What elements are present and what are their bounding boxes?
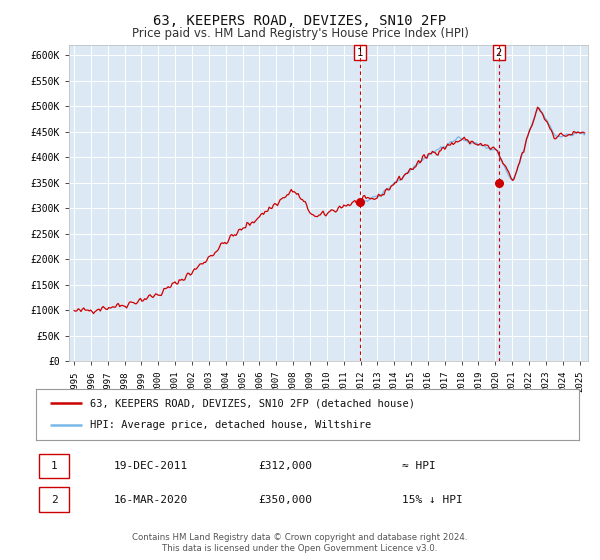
Text: 1: 1 xyxy=(357,48,363,58)
Text: 16-MAR-2020: 16-MAR-2020 xyxy=(114,494,188,505)
Text: 2: 2 xyxy=(50,494,58,505)
Text: 15% ↓ HPI: 15% ↓ HPI xyxy=(402,494,463,505)
Text: Price paid vs. HM Land Registry's House Price Index (HPI): Price paid vs. HM Land Registry's House … xyxy=(131,27,469,40)
Text: 63, KEEPERS ROAD, DEVIZES, SN10 2FP: 63, KEEPERS ROAD, DEVIZES, SN10 2FP xyxy=(154,14,446,28)
Text: £350,000: £350,000 xyxy=(258,494,312,505)
Text: 19-DEC-2011: 19-DEC-2011 xyxy=(114,461,188,471)
Text: ≈ HPI: ≈ HPI xyxy=(402,461,436,471)
Text: This data is licensed under the Open Government Licence v3.0.: This data is licensed under the Open Gov… xyxy=(163,544,437,553)
Text: 1: 1 xyxy=(50,461,58,471)
Text: Contains HM Land Registry data © Crown copyright and database right 2024.: Contains HM Land Registry data © Crown c… xyxy=(132,533,468,542)
Text: 63, KEEPERS ROAD, DEVIZES, SN10 2FP (detached house): 63, KEEPERS ROAD, DEVIZES, SN10 2FP (det… xyxy=(91,398,415,408)
Text: HPI: Average price, detached house, Wiltshire: HPI: Average price, detached house, Wilt… xyxy=(91,421,371,431)
Text: £312,000: £312,000 xyxy=(258,461,312,471)
Text: 2: 2 xyxy=(496,48,502,58)
